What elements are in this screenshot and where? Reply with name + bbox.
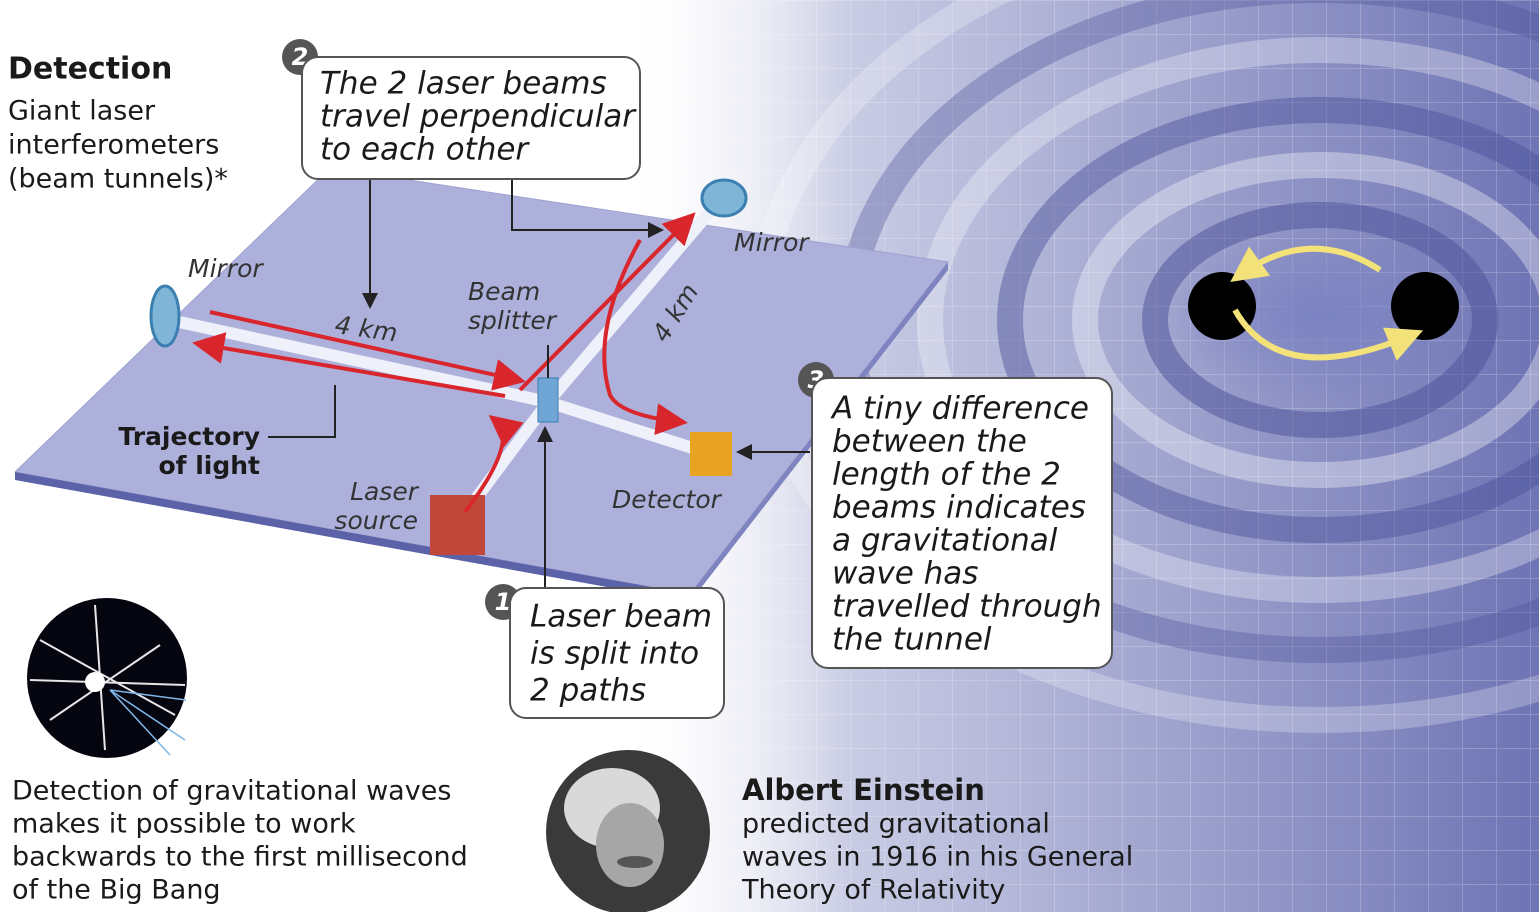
laser-label: Laser <box>350 477 420 506</box>
laser-label: source <box>334 506 418 535</box>
callout-text: between the <box>832 424 1027 460</box>
callout-text: is split into <box>530 636 699 672</box>
callout-text: Laser beam <box>530 599 712 635</box>
big-bang-image <box>27 598 187 758</box>
callout-text: The 2 laser beams <box>320 66 607 102</box>
callout-text: to each other <box>320 132 530 168</box>
mirror-label: Mirror <box>734 228 810 257</box>
callout-text: A tiny difference <box>830 391 1089 427</box>
callout-text: beams indicates <box>832 490 1086 526</box>
einstein-text: waves in 1916 in his General <box>742 842 1133 873</box>
callout-text: 2 paths <box>530 673 646 709</box>
callout-text: the tunnel <box>832 622 992 658</box>
callout-text: travel perpendicular <box>320 99 637 135</box>
step-number: 1 <box>495 588 512 616</box>
detection-text: (beam tunnels)* <box>8 164 228 195</box>
callout-text: wave has <box>832 556 978 592</box>
splitter-label: splitter <box>468 306 558 335</box>
mirror-label: Mirror <box>188 254 264 283</box>
detection-text: interferometers <box>8 130 219 161</box>
trajectory-label: Trajectory <box>118 422 260 451</box>
einstein-text: predicted gravitational <box>742 809 1050 840</box>
callout-text: length of the 2 <box>832 457 1061 493</box>
callout-text: a gravitational <box>832 523 1058 559</box>
big-bang-text: makes it possible to work <box>12 809 356 840</box>
detection-text: Giant laser <box>8 96 156 127</box>
einstein-text: Theory of Relativity <box>741 875 1005 906</box>
detection-title: Detection <box>8 52 172 87</box>
splitter-label: Beam <box>468 277 540 306</box>
einstein-name: Albert Einstein <box>742 773 985 807</box>
einstein-image <box>546 750 710 912</box>
big-bang-text: Detection of gravitational waves <box>12 776 451 807</box>
trajectory-label: of light <box>158 451 260 480</box>
detector-label: Detector <box>612 485 723 514</box>
big-bang-text: backwards to the first millisecond <box>12 842 468 873</box>
big-bang-text: of the Big Bang <box>12 875 221 906</box>
callout-text: travelled through <box>832 589 1102 625</box>
infographic: Detection Giant laser interferometers (b… <box>0 0 1539 912</box>
